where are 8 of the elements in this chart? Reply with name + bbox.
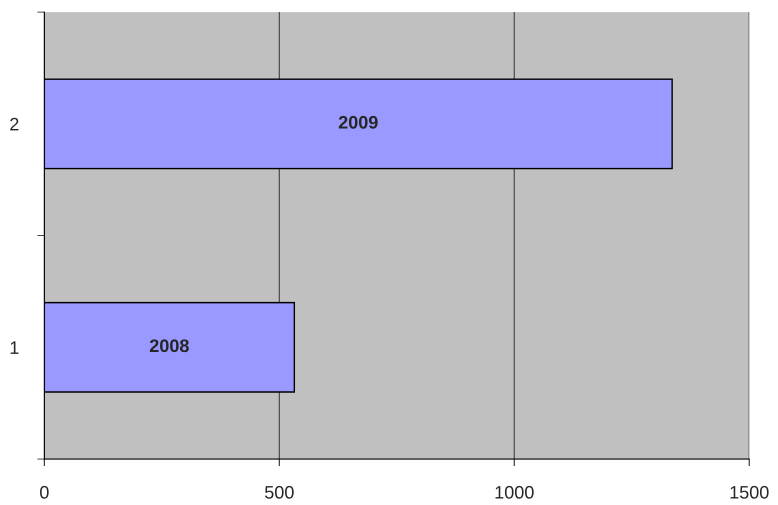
series-label: 2008	[150, 339, 189, 352]
x-tick-label: 0	[40, 486, 49, 499]
x-tick-label: 1000	[496, 486, 534, 499]
y-tick-label: 1	[10, 341, 18, 354]
x-tick-label: 1500	[730, 486, 769, 499]
x-tick-label: 500	[264, 486, 294, 499]
series-label: 2009	[338, 116, 378, 129]
y-tick-label: 2	[10, 118, 18, 130]
